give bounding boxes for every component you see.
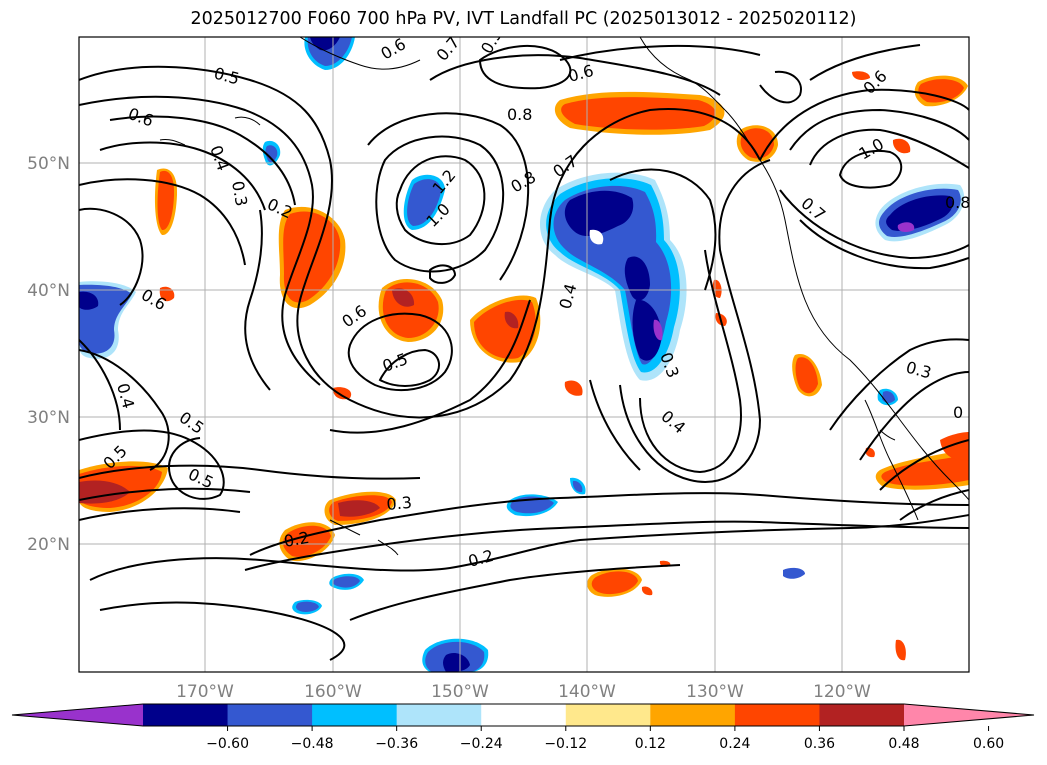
colorbar-segment xyxy=(734,704,820,726)
colorbar-segment xyxy=(650,704,736,726)
lon-label: 150°W xyxy=(431,682,489,702)
colorbar-segment xyxy=(565,704,651,726)
colorbar-extend-min xyxy=(12,704,143,726)
colorbar-tick-label: −0.24 xyxy=(460,736,503,752)
colorbar-tick-label: 0.60 xyxy=(973,736,1004,752)
colorbar-segment xyxy=(396,704,482,726)
lon-label: 120°W xyxy=(813,682,871,702)
colorbar-tick-label: −0.48 xyxy=(291,736,334,752)
contour-label: 0.8 xyxy=(945,193,970,212)
latitude-labels: 50°N 40°N 30°N 20°N xyxy=(27,154,70,555)
colorbar-tick-label: −0.12 xyxy=(544,736,587,752)
colorbar-segment xyxy=(227,704,313,726)
map-panel: 0.5 0.6 0.4 0.3 0.2 0.6 0.4 0.5 0.5 0.5 … xyxy=(79,37,970,672)
lon-label: 140°W xyxy=(558,682,616,702)
colorbar-tick-label: 0.12 xyxy=(635,736,666,752)
map-frame xyxy=(78,36,970,673)
colorbar xyxy=(11,703,1035,731)
colorbar-segment xyxy=(481,704,567,726)
lon-label: 130°W xyxy=(686,682,744,702)
lat-label: 30°N xyxy=(27,408,70,428)
colorbar-segment xyxy=(143,704,229,726)
colorbar-segment xyxy=(312,704,398,726)
colorbar-outline xyxy=(11,703,1035,727)
colorbar-segment xyxy=(819,704,905,726)
colorbar-tick-labels: −0.60 −0.48 −0.36 −0.24 −0.12 0.12 0.24 0.36 0.4… xyxy=(206,736,1004,752)
colorbar-extend-max xyxy=(904,704,1034,726)
contour-label: 0.3 xyxy=(228,179,251,207)
lat-label: 20°N xyxy=(27,535,70,555)
ivt-shading xyxy=(79,37,969,672)
colorbar-tick-label: −0.60 xyxy=(206,736,249,752)
lon-label: 170°W xyxy=(176,682,234,702)
positive-anomalies xyxy=(79,71,969,661)
colorbar-tick-label: 0.24 xyxy=(719,736,750,752)
lon-label: 160°W xyxy=(304,682,362,702)
contour-label: 0.8 xyxy=(507,105,532,124)
negative-anomalies xyxy=(79,37,965,672)
colorbar-tick-label: 0.36 xyxy=(804,736,835,752)
colorbar-tick-label: −0.36 xyxy=(375,736,418,752)
longitude-labels: 170°W 160°W 150°W 140°W 130°W 120°W xyxy=(176,682,871,702)
pv-contours xyxy=(79,44,969,661)
contour-label: 0 xyxy=(953,403,963,422)
coastlines xyxy=(159,37,969,556)
contour-label: 0.3 xyxy=(386,493,413,514)
colorbar-tick-label: 0.48 xyxy=(888,736,919,752)
map-title: 2025012700 F060 700 hPa PV, IVT Landfall… xyxy=(190,9,857,29)
lat-label: 50°N xyxy=(27,154,70,174)
lat-label: 40°N xyxy=(27,281,70,301)
contour-label: 0.2 xyxy=(282,528,310,551)
